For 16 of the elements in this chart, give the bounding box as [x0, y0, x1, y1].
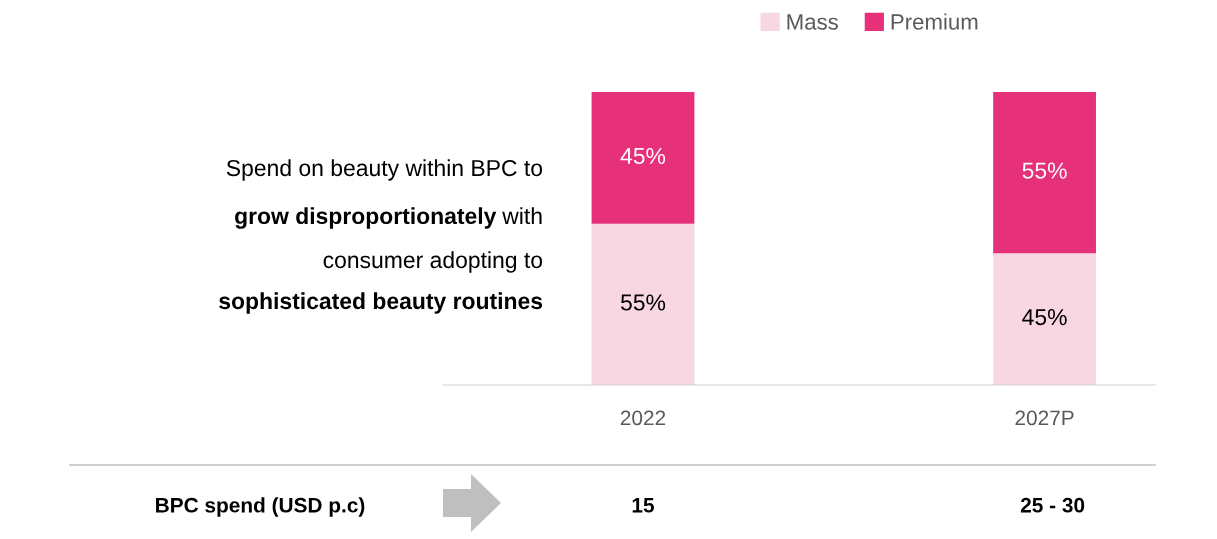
annotation: grow disproportionately [235, 207, 497, 229]
annotation: with [502, 207, 542, 225]
annotation: sophisticated beauty routines [219, 292, 543, 314]
annotation: consumer adopting to [323, 251, 543, 273]
legend-label: Premium [891, 13, 978, 30]
x-tick-label: 2027P [1015, 410, 1074, 426]
text: 15 [632, 498, 654, 513]
data-label: 45% [1022, 309, 1067, 326]
annotation: Spend on beauty within BPC to [226, 159, 543, 181]
text: 25 - 30 [1020, 497, 1085, 513]
data-label: 55% [620, 294, 666, 311]
legend-label: Mass [787, 14, 838, 30]
data-label: 55% [1022, 162, 1067, 179]
x-tick-label: 2022 [620, 410, 666, 426]
text: BPC spend (USD p.c) [156, 497, 365, 517]
data-label: 45% [620, 147, 666, 165]
